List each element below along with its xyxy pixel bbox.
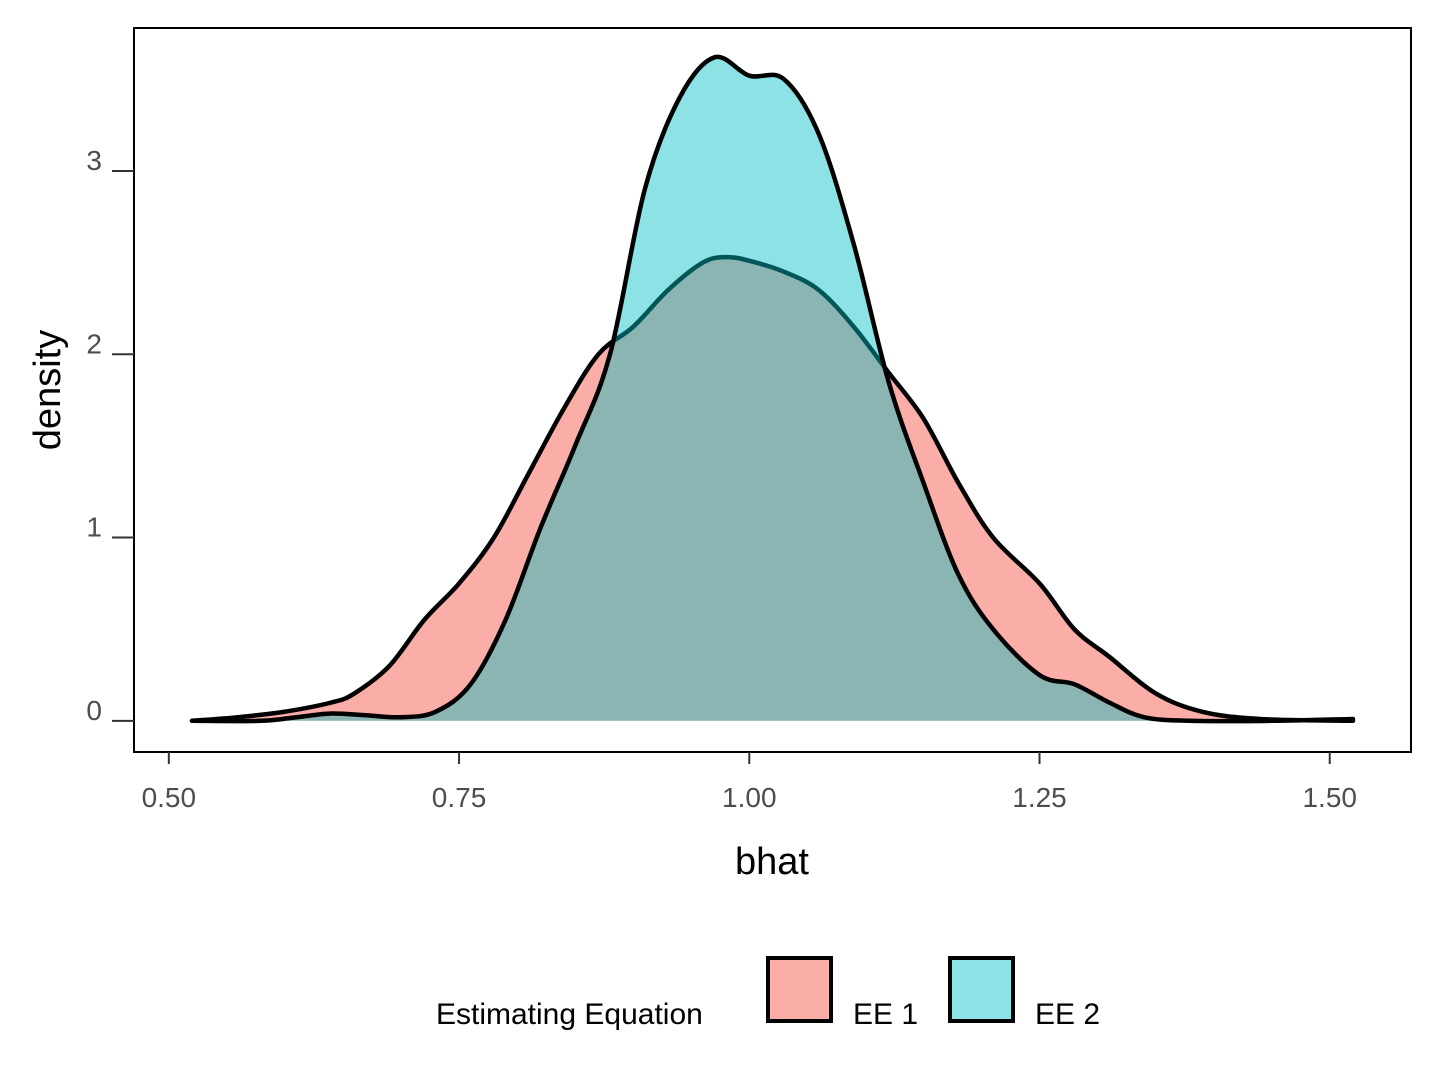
x-axis-title: bhat — [735, 841, 809, 883]
x-tick-label: 1.00 — [722, 782, 777, 813]
density-area-ee-2 — [192, 56, 1353, 722]
y-tick-label: 2 — [86, 328, 102, 359]
density-area-ee-1 — [192, 257, 1353, 721]
y-axis: 0 1 2 3 — [86, 145, 134, 726]
legend-label-ee-2: EE 2 — [1035, 998, 1100, 1031]
legend-key-ee-1 — [766, 956, 833, 1023]
legend-label-ee-1: EE 1 — [853, 998, 918, 1031]
y-tick-label: 1 — [86, 512, 102, 543]
legend-key-ee-2 — [948, 956, 1015, 1023]
legend: Estimating Equation EE 1 EE 2 — [436, 956, 1100, 1031]
legend-key-bg-ee-2 — [950, 958, 1013, 1021]
density-curve-ee-2 — [189, 54, 1356, 724]
y-tick-label: 0 — [86, 695, 102, 726]
y-tick-label: 3 — [86, 145, 102, 176]
x-tick-label: 1.25 — [1012, 782, 1067, 813]
series-layer — [189, 54, 1356, 724]
plot-border — [133, 27, 1412, 753]
y-axis-title: density — [27, 330, 69, 450]
density-curve-ee-1 — [189, 254, 1356, 724]
x-tick-label: 0.50 — [142, 782, 197, 813]
x-tick-label: 0.75 — [432, 782, 487, 813]
x-axis: 0.50 0.75 1.00 1.25 1.50 — [142, 752, 1357, 813]
legend-title: Estimating Equation — [436, 998, 703, 1031]
x-tick-label: 1.50 — [1302, 782, 1357, 813]
